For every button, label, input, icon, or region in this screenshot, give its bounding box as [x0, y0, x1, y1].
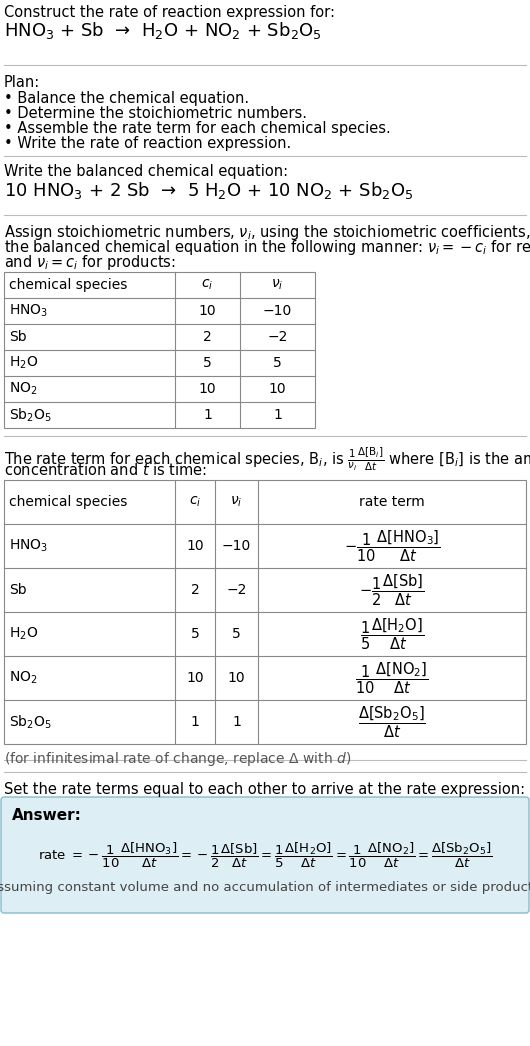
Text: 10: 10: [186, 670, 204, 685]
Text: HNO$_3$: HNO$_3$: [9, 302, 48, 319]
Text: −10: −10: [263, 304, 292, 318]
Text: 1: 1: [232, 715, 241, 729]
Text: Set the rate terms equal to each other to arrive at the rate expression:: Set the rate terms equal to each other t…: [4, 782, 525, 797]
Text: Sb$_2$O$_5$: Sb$_2$O$_5$: [9, 713, 52, 731]
Text: 5: 5: [203, 356, 212, 370]
Text: H$_2$O: H$_2$O: [9, 355, 38, 371]
Text: $\dfrac{\Delta[\mathrm{Sb_2O_5}]}{\Delta t}$: $\dfrac{\Delta[\mathrm{Sb_2O_5}]}{\Delta…: [358, 704, 426, 740]
Text: Answer:: Answer:: [12, 808, 82, 823]
Text: 5: 5: [232, 627, 241, 641]
Text: 10: 10: [186, 539, 204, 553]
Text: 5: 5: [273, 356, 282, 370]
Text: $\dfrac{1}{10}\dfrac{\Delta[\mathrm{NO_2}]}{\Delta t}$: $\dfrac{1}{10}\dfrac{\Delta[\mathrm{NO_2…: [355, 660, 429, 696]
Text: $-\dfrac{1}{2}\dfrac{\Delta[\mathrm{Sb}]}{\Delta t}$: $-\dfrac{1}{2}\dfrac{\Delta[\mathrm{Sb}]…: [359, 572, 425, 608]
Text: Sb: Sb: [9, 329, 26, 344]
Text: Plan:: Plan:: [4, 75, 40, 90]
Text: 10 HNO$_3$ + 2 Sb  →  5 H$_2$O + 10 NO$_2$ + Sb$_2$O$_5$: 10 HNO$_3$ + 2 Sb → 5 H$_2$O + 10 NO$_2$…: [4, 180, 413, 201]
Text: NO$_2$: NO$_2$: [9, 381, 38, 397]
Text: Assign stoichiometric numbers, $\nu_i$, using the stoichiometric coefficients, $: Assign stoichiometric numbers, $\nu_i$, …: [4, 223, 530, 242]
Text: and $\nu_i = c_i$ for products:: and $\nu_i = c_i$ for products:: [4, 253, 176, 272]
Text: 1: 1: [203, 408, 212, 422]
Text: −2: −2: [226, 583, 246, 597]
Text: $\nu_i$: $\nu_i$: [271, 278, 284, 292]
Text: 1: 1: [191, 715, 199, 729]
Text: −10: −10: [222, 539, 251, 553]
Text: 10: 10: [269, 382, 286, 396]
Text: 10: 10: [199, 304, 216, 318]
Text: • Determine the stoichiometric numbers.: • Determine the stoichiometric numbers.: [4, 106, 307, 121]
Text: 1: 1: [273, 408, 282, 422]
Bar: [4, 480, 526, 744]
Text: Sb: Sb: [9, 583, 26, 597]
Text: 2: 2: [203, 329, 212, 344]
Text: H$_2$O: H$_2$O: [9, 626, 38, 642]
Text: $c_i$: $c_i$: [189, 495, 201, 509]
Text: 10: 10: [199, 382, 216, 396]
Text: The rate term for each chemical species, B$_i$, is $\frac{1}{\nu_i}\frac{\Delta[: The rate term for each chemical species,…: [4, 446, 530, 474]
Text: rate term: rate term: [359, 495, 425, 509]
Text: 5: 5: [191, 627, 199, 641]
Text: chemical species: chemical species: [9, 495, 127, 509]
Text: $-\dfrac{1}{10}\dfrac{\Delta[\mathrm{HNO_3}]}{\Delta t}$: $-\dfrac{1}{10}\dfrac{\Delta[\mathrm{HNO…: [343, 528, 440, 564]
Text: $c_i$: $c_i$: [201, 278, 214, 292]
FancyBboxPatch shape: [1, 797, 529, 913]
Text: concentration and $t$ is time:: concentration and $t$ is time:: [4, 462, 207, 478]
Text: • Assemble the rate term for each chemical species.: • Assemble the rate term for each chemic…: [4, 121, 391, 136]
Text: Sb$_2$O$_5$: Sb$_2$O$_5$: [9, 406, 52, 424]
Text: NO$_2$: NO$_2$: [9, 669, 38, 686]
Text: rate $= -\dfrac{1}{10}\dfrac{\Delta[\mathrm{HNO_3}]}{\Delta t}= -\dfrac{1}{2}\df: rate $= -\dfrac{1}{10}\dfrac{\Delta[\mat…: [38, 840, 492, 869]
Text: • Write the rate of reaction expression.: • Write the rate of reaction expression.: [4, 136, 292, 151]
Text: chemical species: chemical species: [9, 278, 127, 292]
Text: Write the balanced chemical equation:: Write the balanced chemical equation:: [4, 164, 288, 179]
Text: (assuming constant volume and no accumulation of intermediates or side products): (assuming constant volume and no accumul…: [0, 882, 530, 894]
Text: 2: 2: [191, 583, 199, 597]
Text: 10: 10: [228, 670, 245, 685]
Text: HNO$_3$ + Sb  →  H$_2$O + NO$_2$ + Sb$_2$O$_5$: HNO$_3$ + Sb → H$_2$O + NO$_2$ + Sb$_2$O…: [4, 20, 322, 41]
Text: $\dfrac{1}{5}\dfrac{\Delta[\mathrm{H_2O}]}{\Delta t}$: $\dfrac{1}{5}\dfrac{\Delta[\mathrm{H_2O}…: [360, 616, 424, 652]
Text: • Balance the chemical equation.: • Balance the chemical equation.: [4, 91, 249, 106]
Text: −2: −2: [267, 329, 288, 344]
Text: HNO$_3$: HNO$_3$: [9, 538, 48, 554]
Bar: [4, 272, 315, 428]
Text: Construct the rate of reaction expression for:: Construct the rate of reaction expressio…: [4, 5, 335, 20]
Text: $\nu_i$: $\nu_i$: [231, 495, 243, 509]
Text: the balanced chemical equation in the following manner: $\nu_i = -c_i$ for react: the balanced chemical equation in the fo…: [4, 238, 530, 257]
Text: (for infinitesimal rate of change, replace Δ with $d$): (for infinitesimal rate of change, repla…: [4, 750, 351, 768]
